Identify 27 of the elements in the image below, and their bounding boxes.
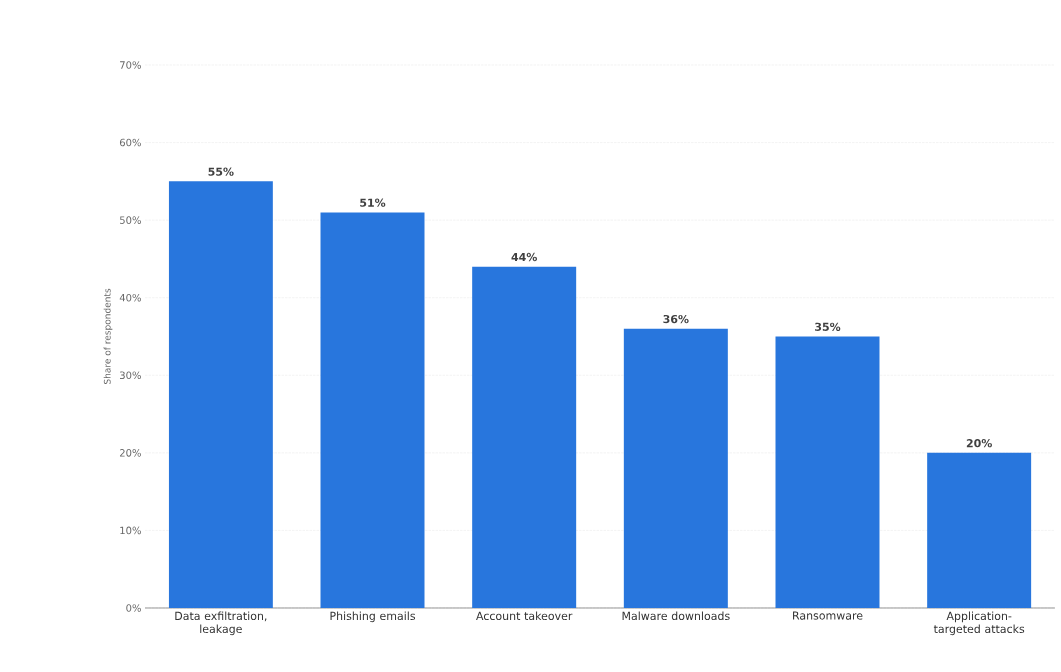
bar (623, 328, 728, 608)
y-axis-title: Share of respondents (103, 288, 113, 384)
y-tick-label: 60% (119, 138, 141, 147)
bar (472, 266, 577, 608)
x-tick-label: Account takeover (476, 611, 573, 621)
y-tick-label: 10% (120, 526, 141, 535)
y-tick-label: 70% (120, 61, 141, 69)
x-tick-label: Application-targeted attacks (933, 611, 1025, 636)
data-label: 51% (360, 198, 386, 207)
y-tick-label: 20% (119, 449, 141, 457)
data-label: 36% (663, 314, 689, 324)
data-label: 35% (815, 322, 841, 331)
x-tick-label: Data exfiltration, leakage (175, 611, 267, 636)
y-tick-label: 30% (120, 371, 141, 380)
y-tick-label: 40% (119, 293, 141, 302)
bar (775, 336, 880, 608)
x-tick-label: Malware downloads (622, 611, 730, 621)
bar (927, 452, 1032, 608)
data-label: 20% (966, 439, 992, 448)
y-tick-label: 0% (126, 604, 141, 612)
data-label: 55% (208, 167, 234, 176)
x-tick-label: Phishing emails (330, 611, 416, 623)
y-tick-label: 50% (120, 216, 141, 224)
data-label: 44% (511, 252, 537, 262)
bar (168, 181, 273, 608)
x-tick-label: Ransomware (793, 611, 863, 620)
bar (320, 212, 425, 608)
